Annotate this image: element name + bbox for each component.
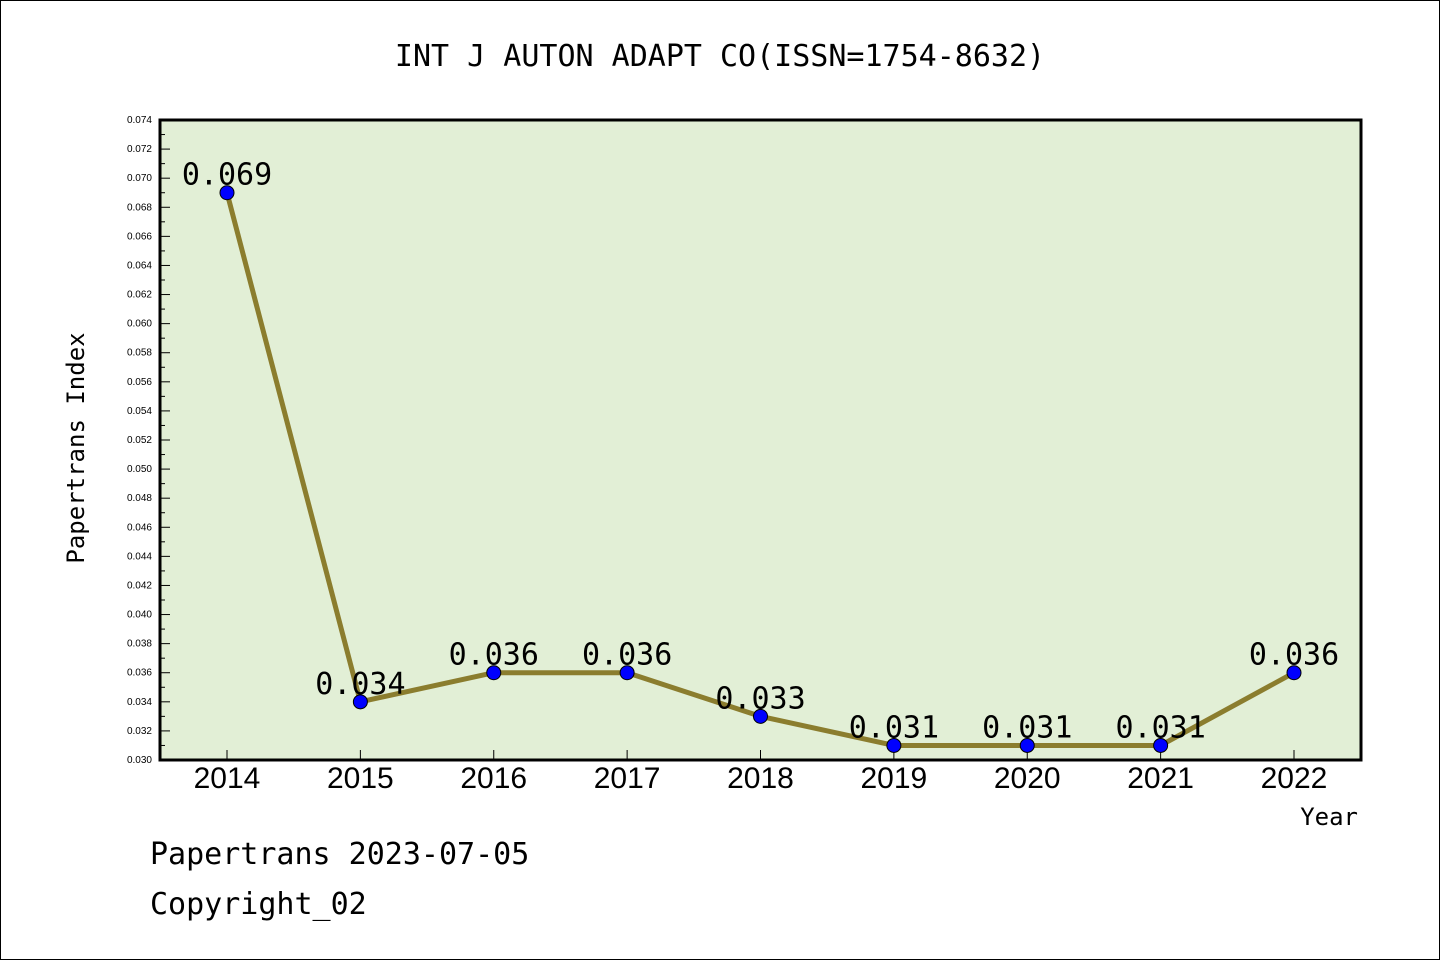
data-label: 0.034 bbox=[315, 667, 405, 702]
y-tick-label: 0.062 bbox=[127, 290, 152, 301]
y-tick-label: 0.070 bbox=[127, 173, 152, 184]
y-tick-label: 0.042 bbox=[127, 580, 152, 591]
y-tick-label: 0.040 bbox=[127, 610, 152, 621]
y-tick-label: 0.044 bbox=[127, 551, 152, 562]
y-axis-label: Papertrans Index bbox=[62, 332, 90, 563]
x-tick-label: 2022 bbox=[1261, 762, 1328, 795]
data-point bbox=[219, 185, 235, 201]
x-axis: 2014 2015 2016 2017 2018 2019 2020 2021 2022 bbox=[194, 750, 1328, 795]
y-tick-label: 0.060 bbox=[127, 319, 152, 330]
y-tick-label: 0.058 bbox=[127, 348, 152, 359]
data-point bbox=[619, 665, 635, 681]
data-points bbox=[219, 185, 1302, 753]
data-point bbox=[753, 708, 768, 724]
y-axis: 0.030 0.032 0.034 0.036 0.038 0.040 0.042 0.044… bbox=[127, 115, 170, 766]
data-label: 0.031 bbox=[849, 710, 939, 745]
data-point bbox=[1286, 665, 1302, 681]
x-tick-label: 2017 bbox=[594, 762, 661, 795]
data-label: 0.036 bbox=[449, 638, 539, 673]
data-point bbox=[1019, 737, 1035, 753]
x-axis-label: Year bbox=[1300, 803, 1358, 831]
x-tick-label: 2021 bbox=[1127, 762, 1194, 795]
plot-area bbox=[158, 118, 1363, 762]
footer-copyright: Copyright_02 bbox=[150, 887, 367, 922]
data-label: 0.036 bbox=[1249, 638, 1339, 673]
data-label: 0.031 bbox=[1115, 710, 1205, 745]
data-point bbox=[886, 737, 902, 753]
y-tick-label: 0.056 bbox=[127, 377, 152, 388]
x-tick-label: 2015 bbox=[327, 762, 394, 795]
y-tick-label: 0.034 bbox=[127, 697, 152, 708]
x-tick-label: 2018 bbox=[727, 762, 794, 795]
y-tick-label: 0.032 bbox=[127, 726, 152, 737]
data-label: 0.033 bbox=[715, 681, 805, 716]
y-tick-label: 0.074 bbox=[127, 115, 152, 126]
x-tick-label: 2014 bbox=[194, 762, 261, 795]
y-tick-label: 0.052 bbox=[127, 435, 152, 446]
data-label: 0.031 bbox=[982, 710, 1072, 745]
data-label: 0.036 bbox=[582, 638, 672, 673]
y-tick-label: 0.048 bbox=[127, 493, 152, 504]
y-tick-label: 0.066 bbox=[127, 231, 152, 242]
y-tick-label: 0.050 bbox=[127, 464, 152, 475]
y-tick-label: 0.030 bbox=[127, 755, 152, 766]
x-tick-label: 2016 bbox=[460, 762, 527, 795]
data-point bbox=[352, 694, 368, 710]
x-tick-label: 2019 bbox=[861, 762, 928, 795]
y-tick-label: 0.064 bbox=[127, 260, 152, 271]
footer-date: Papertrans 2023-07-05 bbox=[150, 837, 529, 872]
data-point bbox=[1153, 737, 1169, 753]
y-tick-label: 0.046 bbox=[127, 522, 152, 533]
y-tick-label: 0.038 bbox=[127, 639, 152, 650]
y-tick-label: 0.072 bbox=[127, 144, 152, 155]
data-labels: 0.069 0.034 0.036 0.036 0.033 0.031 0.031 0.031… bbox=[182, 158, 1339, 746]
data-point bbox=[486, 665, 502, 681]
y-tick-label: 0.068 bbox=[127, 202, 152, 213]
data-label: 0.069 bbox=[182, 158, 272, 193]
x-tick-label: 2020 bbox=[994, 762, 1061, 795]
y-tick-label: 0.036 bbox=[127, 668, 152, 679]
chart-title: INT J AUTON ADAPT CO(ISSN=1754-8632) bbox=[395, 39, 1045, 74]
y-tick-label: 0.054 bbox=[127, 406, 152, 417]
